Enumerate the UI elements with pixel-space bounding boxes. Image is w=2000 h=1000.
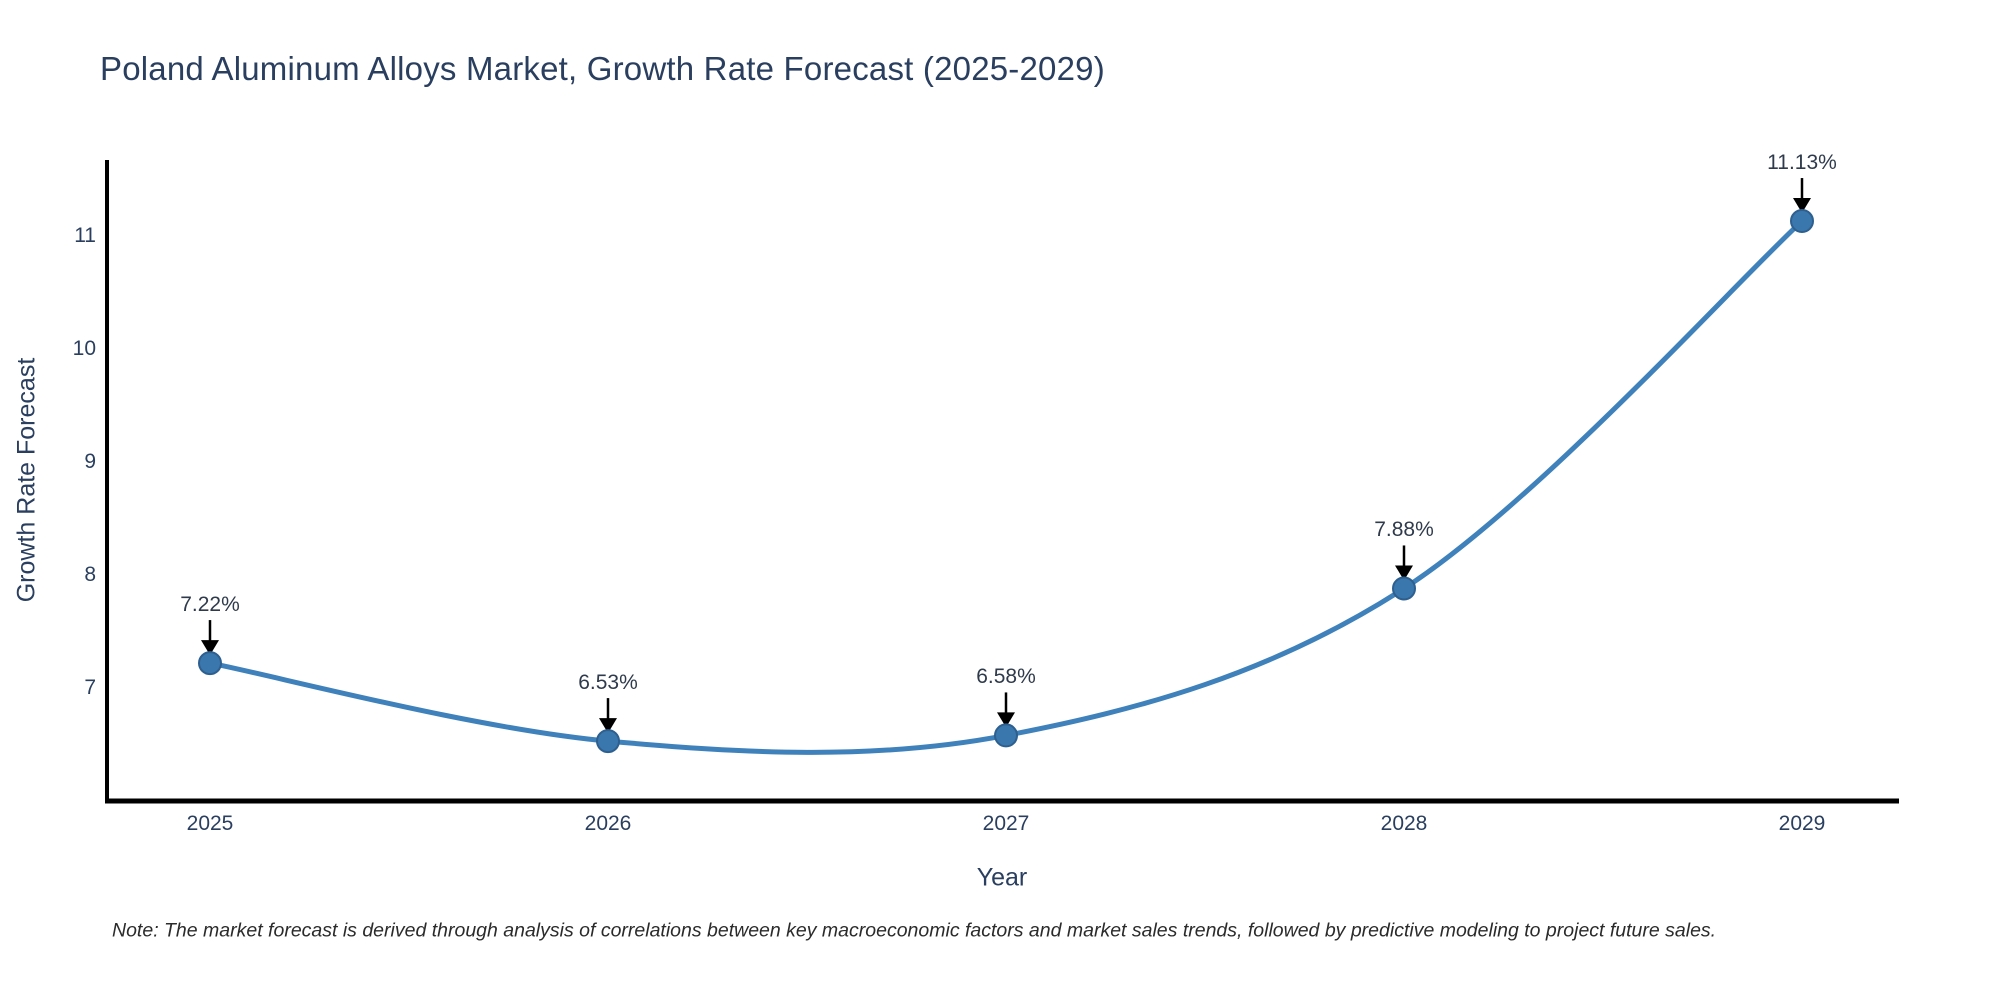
data-point-marker[interactable] [198, 651, 222, 676]
annotation-arrowhead-icon [201, 640, 219, 656]
x-tick-label: 2028 [1380, 812, 1428, 835]
x-tick-label: 2027 [982, 812, 1030, 835]
y-tick-label: 7 [84, 675, 96, 699]
data-point-marker[interactable] [596, 729, 620, 754]
y-axis-title: Growth Rate Forecast [12, 357, 41, 603]
point-value-label: 7.88% [1374, 518, 1434, 542]
point-value-label: 7.22% [180, 593, 240, 617]
annotation-arrowhead-icon [997, 712, 1015, 728]
point-value-label: 11.13% [1767, 151, 1837, 175]
annotation-arrowhead-icon [1395, 565, 1413, 581]
x-tick-label: 2029 [1778, 812, 1826, 835]
data-point-marker[interactable] [994, 723, 1018, 748]
point-value-label: 6.53% [578, 671, 638, 695]
x-axis-title: Year [976, 863, 1028, 892]
y-tick-label: 11 [74, 223, 96, 247]
annotation-arrowhead-icon [599, 718, 617, 734]
data-point-marker[interactable] [1790, 209, 1814, 234]
chart-title: Poland Aluminum Alloys Market, Growth Ra… [100, 50, 1105, 87]
x-tick-label: 2026 [584, 812, 632, 835]
footnote: Note: The market forecast is derived thr… [112, 919, 1717, 942]
y-tick-label: 10 [72, 336, 96, 360]
point-value-label: 6.58% [976, 665, 1036, 689]
y-tick-label: 8 [84, 562, 96, 586]
annotation-arrowhead-icon [1793, 198, 1811, 214]
x-tick-label: 2025 [186, 812, 234, 835]
data-point-marker[interactable] [1392, 576, 1416, 601]
y-tick-label: 9 [84, 449, 96, 473]
